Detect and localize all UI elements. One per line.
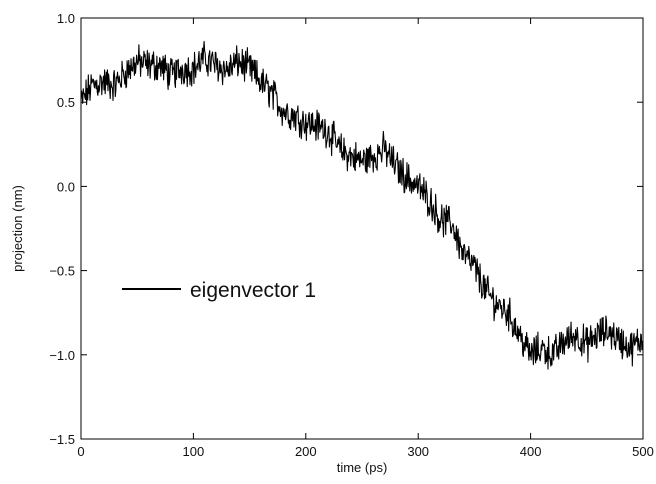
x-tick-label: 500 xyxy=(632,444,654,459)
x-tick-label: 100 xyxy=(183,444,205,459)
y-tick-label: −0.5 xyxy=(49,264,75,279)
y-tick-label: −1.0 xyxy=(49,348,75,363)
x-tick-label: 300 xyxy=(407,444,429,459)
x-tick-label: 400 xyxy=(520,444,542,459)
y-axis-title: projection (nm) xyxy=(10,185,25,272)
plot-frame xyxy=(80,17,644,440)
x-axis-title: time (ps) xyxy=(337,460,388,475)
series-layer xyxy=(80,40,644,370)
x-tick-label: 0 xyxy=(77,444,84,459)
y-tick-label: 0.0 xyxy=(57,179,75,194)
y-tick-label: 0.5 xyxy=(57,95,75,110)
legend: eigenvector 1 xyxy=(122,279,316,302)
series-line xyxy=(80,40,644,370)
legend-label: eigenvector 1 xyxy=(190,279,316,302)
ticks-layer: 0 100 200 300 400 500 −1.5 −1.0 −0.5 0.0 0.5 1.0 xyxy=(49,11,654,459)
y-tick-label: 1.0 xyxy=(57,11,75,26)
y-tick-label: −1.5 xyxy=(49,432,75,447)
x-tick-label: 200 xyxy=(295,444,317,459)
